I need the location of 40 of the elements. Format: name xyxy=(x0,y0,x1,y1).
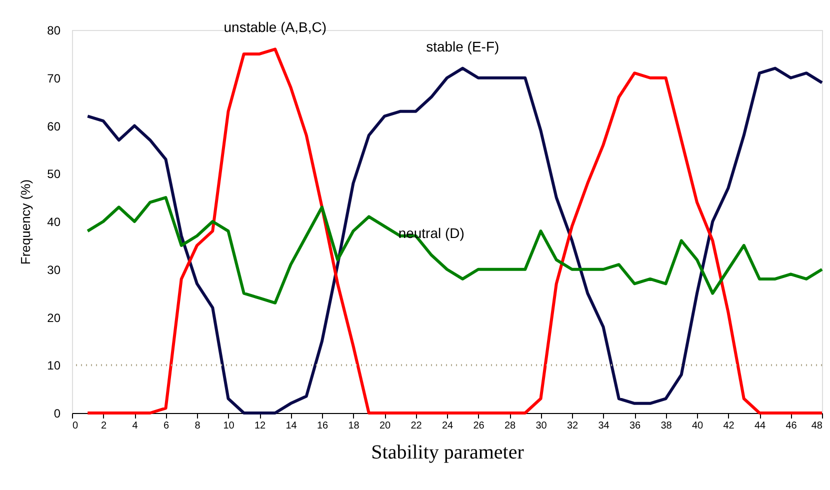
x-tick-label: 36 xyxy=(629,420,641,432)
x-tick-label: 32 xyxy=(566,420,578,432)
x-tick-label: 46 xyxy=(786,420,798,432)
x-tick-label: 14 xyxy=(286,420,298,432)
x-tick-label: 30 xyxy=(536,420,548,432)
series-label: unstable (A,B,C) xyxy=(224,19,326,36)
x-tick-label: 22 xyxy=(410,420,422,432)
x-tick-label: 10 xyxy=(223,420,235,432)
x-tick-label: 24 xyxy=(442,420,454,432)
y-axis-title: Frequency (%) xyxy=(18,179,34,265)
x-tick-label: 0 xyxy=(72,420,78,432)
x-tick-label: 42 xyxy=(723,420,735,432)
x-tick-label: 6 xyxy=(163,420,170,432)
y-tick-label: 10 xyxy=(47,358,61,373)
y-tick-label: 40 xyxy=(47,215,61,229)
x-tick-label: 16 xyxy=(316,420,328,432)
x-tick-label: 38 xyxy=(660,420,672,432)
x-tick-label: 2 xyxy=(100,420,107,432)
y-tick-label: 30 xyxy=(47,262,61,277)
x-tick-label: 44 xyxy=(754,420,766,432)
y-tick-label: 50 xyxy=(47,167,61,182)
y-tick-label: 60 xyxy=(47,119,61,134)
x-tick-label: 34 xyxy=(598,420,610,432)
x-tick-label: 12 xyxy=(254,420,266,432)
x-tick-label: 20 xyxy=(379,420,391,432)
x-tick-label: 28 xyxy=(504,420,516,432)
y-tick-label: 0 xyxy=(54,406,61,420)
line-series xyxy=(86,196,824,304)
x-tick-label: 4 xyxy=(132,420,138,432)
x-tick-label: 8 xyxy=(194,420,201,432)
x-tick-label: 26 xyxy=(473,420,485,432)
y-tick-label: 80 xyxy=(47,24,61,38)
y-tick-label: 70 xyxy=(47,71,61,86)
x-tick-label: 40 xyxy=(692,420,704,432)
series-label: neutral (D) xyxy=(398,225,464,242)
x-tick-label: 48 xyxy=(811,420,823,432)
x-axis-title: Stability parameter xyxy=(371,442,524,464)
x-tick-label: 18 xyxy=(348,420,360,432)
series-label: stable (E-F) xyxy=(426,38,500,54)
y-tick-label: 20 xyxy=(47,310,61,325)
